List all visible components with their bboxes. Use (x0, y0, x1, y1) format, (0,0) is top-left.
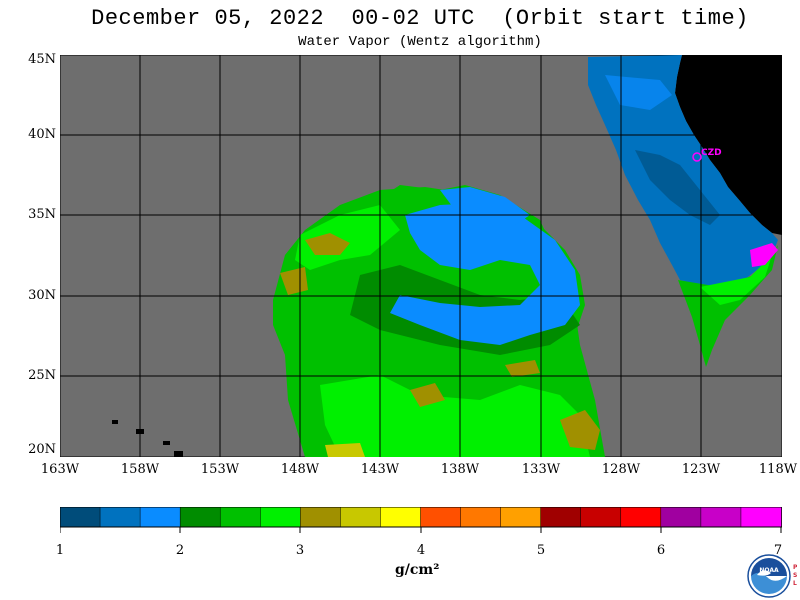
colorbar-cell (740, 507, 782, 528)
lon-label-158w: 158W (120, 462, 160, 477)
lon-label-118w: 118W (758, 462, 798, 477)
lon-label-148w: 148W (280, 462, 320, 477)
psl-letter-l: L (793, 580, 797, 587)
central-swath-blue (390, 203, 580, 345)
colorbar-cells (60, 507, 782, 528)
lon-label-153w: 153W (200, 462, 240, 477)
colorbar-unit: g/cm² (395, 562, 440, 578)
colorbar-tick-2: 2 (175, 543, 185, 558)
noaa-logo-icon: NOAA P S L (747, 554, 797, 598)
coastal-swath-magenta (750, 243, 778, 267)
colorbar-tick-7: 7 (773, 543, 783, 558)
coastal-swath-dark (635, 150, 720, 225)
lon-label-163w: 163W (40, 462, 80, 477)
water-vapor-map: CZD (60, 55, 782, 457)
colorbar-tick-3: 3 (295, 543, 305, 558)
colorbar-cell (99, 507, 141, 528)
colorbar-cell (219, 507, 262, 528)
island-maui (163, 441, 170, 445)
colorbar-cell (340, 507, 382, 528)
colorbar-tick-6: 6 (656, 543, 666, 558)
colorbar-cell (139, 507, 181, 528)
colorbar-tick-5: 5 (536, 543, 546, 558)
colorbar-cell (380, 507, 422, 528)
lat-label-20n: 20N (28, 442, 56, 457)
colorbar-cell (460, 507, 502, 528)
station-marker-icon (692, 152, 702, 162)
colorbar-cell (60, 507, 101, 528)
colorbar-cell (500, 507, 542, 528)
coastal-swath-light (605, 75, 672, 110)
grid-lines (60, 55, 782, 457)
central-swath-olive-4 (560, 410, 600, 450)
lon-label-128w: 128W (601, 462, 641, 477)
island-hawaii (174, 451, 183, 457)
colorbar-tick-4: 4 (416, 543, 426, 558)
lon-label-143w: 143W (360, 462, 400, 477)
lat-label-30n: 30N (28, 288, 56, 303)
map-title: December 05, 2022 00-02 UTC (Orbit start… (91, 6, 749, 31)
colorbar-cell (179, 507, 221, 528)
station-label: CZD (701, 148, 722, 158)
lon-label-138w: 138W (440, 462, 480, 477)
lat-label-45n: 45N (28, 52, 56, 67)
colorbar-tick-1: 1 (55, 543, 65, 558)
colorbar-cell (300, 507, 342, 528)
central-swath-olive-1 (305, 233, 350, 255)
central-swath-olive-3 (410, 383, 445, 407)
central-swath-olive-5 (505, 360, 540, 377)
colorbar-cell (620, 507, 662, 528)
colorbar-cell (540, 507, 582, 528)
colorbar (60, 507, 782, 533)
central-swath-olive-2 (280, 267, 308, 295)
noaa-logo-text: NOAA (759, 567, 779, 574)
central-swath-bright-lower (320, 375, 590, 457)
colorbar-tick-marks (60, 527, 782, 533)
psl-letter-p: P (793, 564, 797, 571)
lon-label-133w: 133W (521, 462, 561, 477)
colorbar-cell (700, 507, 742, 528)
coastal-swath-bright-green (700, 255, 772, 305)
colorbar-cell (260, 507, 302, 528)
map-subtitle: Water Vapor (Wentz algorithm) (298, 34, 542, 50)
colorbar-cell (580, 507, 622, 528)
land-north-america (675, 55, 782, 235)
central-swath-yellow (325, 443, 365, 457)
lat-label-25n: 25N (28, 368, 56, 383)
lat-label-40n: 40N (28, 127, 56, 142)
psl-letter-s: S (793, 572, 797, 579)
lon-label-123w: 123W (681, 462, 721, 477)
colorbar-cell (420, 507, 462, 528)
lat-label-35n: 35N (28, 207, 56, 222)
colorbar-cell (660, 507, 702, 528)
island-kauai (112, 420, 118, 424)
